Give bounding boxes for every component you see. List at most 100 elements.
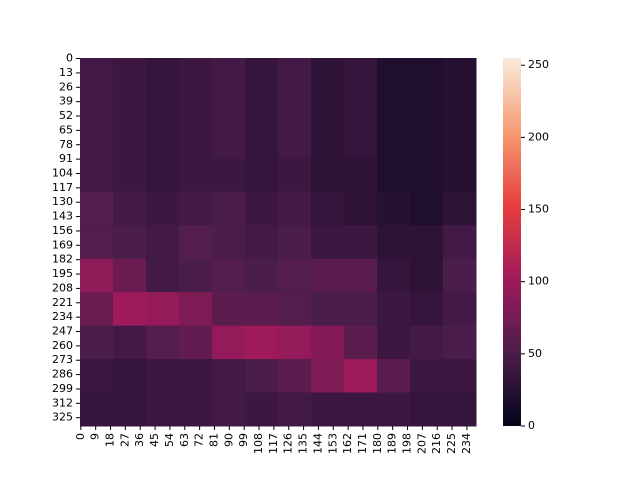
heatmap-cell [410,124,444,159]
heatmap-cell [245,359,279,394]
heatmap-cell [179,58,213,92]
x-tick-label: 144 [311,433,324,454]
heatmap-cell [311,91,345,126]
heatmap-cell [410,58,444,92]
heatmap-cell [443,91,477,126]
y-tick-label: 247 [52,325,73,338]
x-tick-label: 0 [74,433,87,440]
heatmap-cell [146,292,180,327]
heatmap-cell [212,258,246,293]
heatmap-cell [212,292,246,327]
heatmap-cell [245,392,279,427]
heatmap-cell [443,58,477,92]
y-tick-label: 234 [52,310,73,323]
y-tick-label: 273 [52,353,73,366]
heatmap-cell [80,91,114,126]
heatmap-cell [311,124,345,159]
y-tick-label: 156 [52,224,73,237]
heatmap-cell [344,91,378,126]
heatmap-cell [80,191,114,226]
heatmap-cell [311,359,345,394]
y-tick-label: 143 [52,210,73,223]
x-tick-label: 189 [386,433,399,454]
y-tick-label: 117 [52,181,73,194]
x-tick-label: 171 [356,433,369,454]
x-tick-label: 108 [252,433,265,454]
heatmap-cell [278,158,312,193]
heatmap-cell [311,325,345,360]
heatmap-cell [179,91,213,126]
heatmap-cell [245,292,279,327]
heatmap-cell [443,392,477,427]
heatmap-cell [146,58,180,92]
colorbar-tick-label: 250 [528,58,549,71]
colorbar-tick-label: 150 [528,203,549,216]
heatmap-cell [245,158,279,193]
heatmap-cell [113,91,147,126]
heatmap-cell [80,292,114,327]
heatmap-cell [377,292,411,327]
heatmap-cell [443,292,477,327]
heatmap-cell [212,91,246,126]
heatmap-cell [113,392,147,427]
heatmap-cell [113,124,147,159]
heatmap-cell [344,392,378,427]
heatmap-cell [278,359,312,394]
colorbar-tick-label: 0 [528,419,535,432]
heatmap-cell [377,58,411,92]
y-tick-label: 104 [52,166,73,179]
heatmap-cell [311,258,345,293]
heatmap-cell [212,191,246,226]
colorbar [503,58,521,426]
heatmap-cell [278,325,312,360]
heatmap-cell [443,158,477,193]
x-tick-label: 153 [326,433,339,454]
heatmap-cell [278,292,312,327]
heatmap-cell [344,258,378,293]
y-tick-label: 39 [59,95,73,108]
heatmap-cell [146,191,180,226]
heatmap-cell [179,325,213,360]
heatmap-cell [278,225,312,260]
heatmap-cell [245,258,279,293]
heatmap-cell [179,158,213,193]
heatmap-cell [443,258,477,293]
heatmap-cell [80,359,114,394]
heatmap-cell [113,191,147,226]
heatmap-cell [245,191,279,226]
heatmap-cell [212,124,246,159]
y-tick-label: 312 [52,396,73,409]
heatmap-cell [146,258,180,293]
heatmap-cell [344,191,378,226]
x-tick-label: 45 [148,433,161,447]
heatmap-cell [278,191,312,226]
heatmap-cell [146,91,180,126]
y-tick-label: 299 [52,382,73,395]
heatmap-cell [146,325,180,360]
y-tick-label: 195 [52,267,73,280]
heatmap-cell [311,58,345,92]
heatmap-cell [377,258,411,293]
heatmap-cell [80,158,114,193]
heatmap-cell [344,158,378,193]
heatmap-cell [377,225,411,260]
y-tick-label: 286 [52,368,73,381]
heatmap-cell [113,158,147,193]
x-tick-label: 126 [282,433,295,454]
x-tick-label: 63 [178,433,191,447]
y-tick-label: 52 [59,109,73,122]
heatmap-cell [212,225,246,260]
heatmap-cell [245,325,279,360]
x-tick-label: 27 [118,433,131,447]
heatmap-cell [212,359,246,394]
heatmap-cell [410,392,444,427]
y-tick-label: 0 [66,52,73,65]
heatmap-cell [443,325,477,360]
heatmap-cell [278,58,312,92]
heatmap-cell [344,359,378,394]
heatmap-cell [410,158,444,193]
heatmap-cell [410,191,444,226]
heatmap-cell [80,325,114,360]
heatmap-cell [278,91,312,126]
colorbar-tick-label: 200 [528,130,549,143]
